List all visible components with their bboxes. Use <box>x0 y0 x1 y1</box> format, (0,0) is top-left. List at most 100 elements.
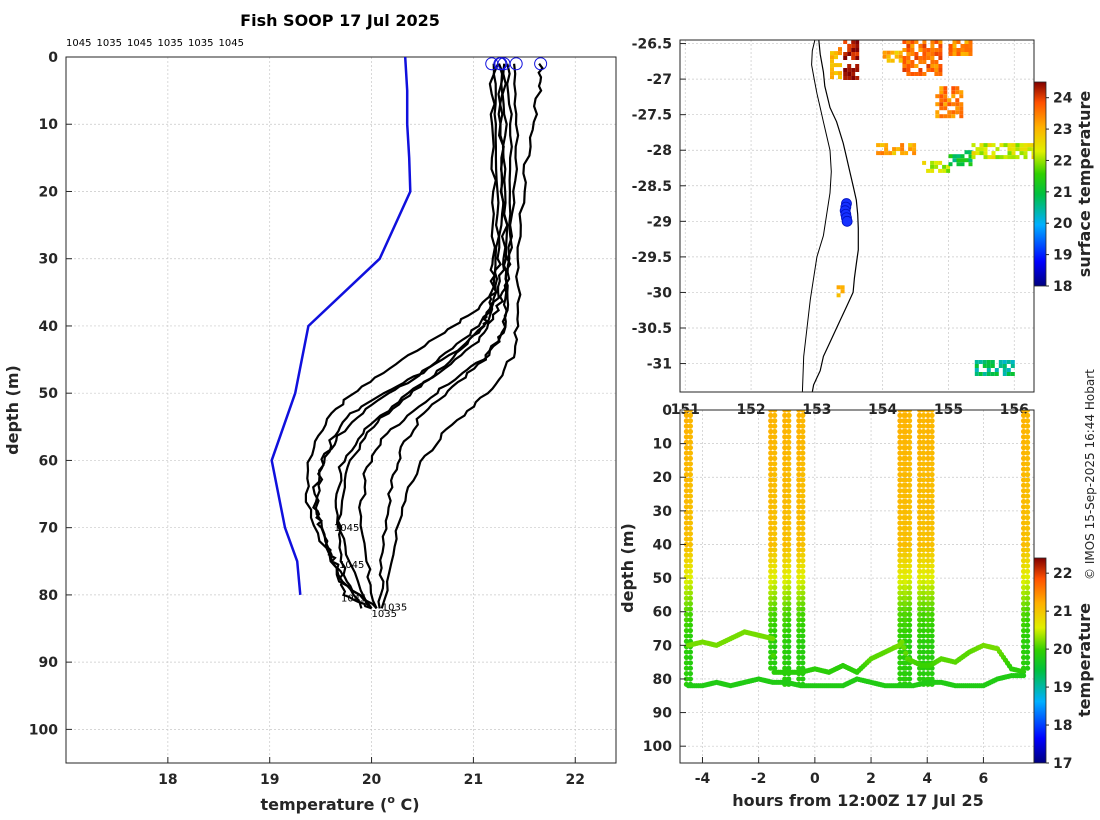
profile-point <box>917 461 923 467</box>
profile-point <box>925 504 931 510</box>
sst-cell <box>834 63 838 68</box>
sst-cell <box>838 47 842 52</box>
profile-point <box>800 541 806 548</box>
profile-point <box>800 410 806 413</box>
sst-cell <box>960 44 965 48</box>
profile-point <box>929 525 935 531</box>
profile-point <box>796 428 802 435</box>
x-tick-label: 21 <box>464 772 483 788</box>
profile-point <box>902 466 909 472</box>
profile-point <box>687 633 694 639</box>
sst-cell <box>926 56 931 60</box>
profile-point <box>800 477 806 483</box>
sst-cell <box>971 143 976 148</box>
profile-point <box>772 488 778 494</box>
profile-point <box>772 498 778 505</box>
sst-cell <box>1015 147 1020 152</box>
sst-cell <box>964 158 969 163</box>
profile-point <box>917 579 923 585</box>
profile-point <box>1020 418 1027 424</box>
profile-point <box>768 590 774 596</box>
profile-point <box>772 504 778 510</box>
profile-point <box>897 477 903 483</box>
profile-point <box>786 471 792 478</box>
profile-point <box>925 434 931 440</box>
profile-line <box>358 63 510 609</box>
profile-point <box>768 412 774 418</box>
profile-point <box>921 633 927 639</box>
profile-point <box>906 536 913 542</box>
sst-cell <box>884 143 889 148</box>
profile-point <box>786 504 792 510</box>
surface-marker <box>534 57 548 71</box>
profile-point <box>800 531 806 537</box>
profile-point <box>917 654 923 661</box>
sst-cell <box>843 52 848 56</box>
profile-point <box>1020 504 1027 510</box>
sst-cell <box>1019 151 1024 156</box>
profile-point <box>786 649 792 655</box>
profile-point <box>1020 461 1027 467</box>
profile-point <box>796 654 802 661</box>
profile-point <box>929 579 935 585</box>
sst-cell <box>847 64 852 68</box>
profile-point <box>1020 660 1027 666</box>
profile-point <box>906 574 913 580</box>
profile-point <box>929 498 935 505</box>
profile-point <box>897 541 903 548</box>
tow-upper-point <box>899 639 905 645</box>
sst-cell <box>930 44 935 48</box>
profile-point <box>683 590 690 596</box>
profile-point <box>1020 455 1027 462</box>
profile-point <box>925 601 931 607</box>
profile-point <box>906 633 913 639</box>
profile-point <box>786 644 792 650</box>
profile-point <box>929 617 935 623</box>
profile-point <box>772 541 778 548</box>
sst-cell <box>956 40 961 44</box>
sst-cell <box>926 48 931 52</box>
profile-point <box>1020 595 1027 601</box>
sst-cell <box>912 151 917 156</box>
profile-point <box>683 633 690 639</box>
profile-point <box>917 644 923 650</box>
profile-point <box>800 654 806 661</box>
sst-cell <box>838 63 842 68</box>
top-label: 1035 <box>158 38 183 49</box>
sst-cell <box>926 64 931 68</box>
profile-point <box>921 558 927 564</box>
profile-point <box>1024 590 1031 596</box>
profile-point <box>683 622 690 628</box>
profile-point <box>683 412 690 418</box>
sst-cell <box>1027 143 1032 148</box>
sst-cell <box>1015 155 1020 160</box>
sst-cell <box>902 40 907 44</box>
sst-cell <box>960 154 965 159</box>
tow-upper-point <box>901 644 907 651</box>
profile-point <box>800 423 806 429</box>
profile-point <box>796 536 802 542</box>
top-label: 1045 <box>66 38 91 49</box>
profile-point <box>782 552 788 558</box>
profile-point <box>929 504 935 510</box>
profile-point <box>906 558 913 564</box>
profile-point <box>897 455 903 462</box>
sst-cell <box>922 72 927 76</box>
surface-markers <box>485 57 548 71</box>
profile-point <box>772 627 778 634</box>
sst-cell <box>948 48 953 52</box>
profile-annotation: 1045 <box>341 594 366 605</box>
sst-cell <box>964 44 969 48</box>
sst-cell <box>974 364 979 368</box>
sst-cell <box>951 110 956 115</box>
temperature-colorbar-tick-label: 18 <box>1053 718 1072 734</box>
profile-point <box>796 676 802 682</box>
profile-point <box>687 606 694 612</box>
profile-point <box>772 450 778 456</box>
profile-point <box>800 584 806 591</box>
sst-cell <box>975 147 980 152</box>
profile-point <box>768 627 774 634</box>
profile-point <box>1024 547 1031 553</box>
profile-point <box>897 579 903 585</box>
